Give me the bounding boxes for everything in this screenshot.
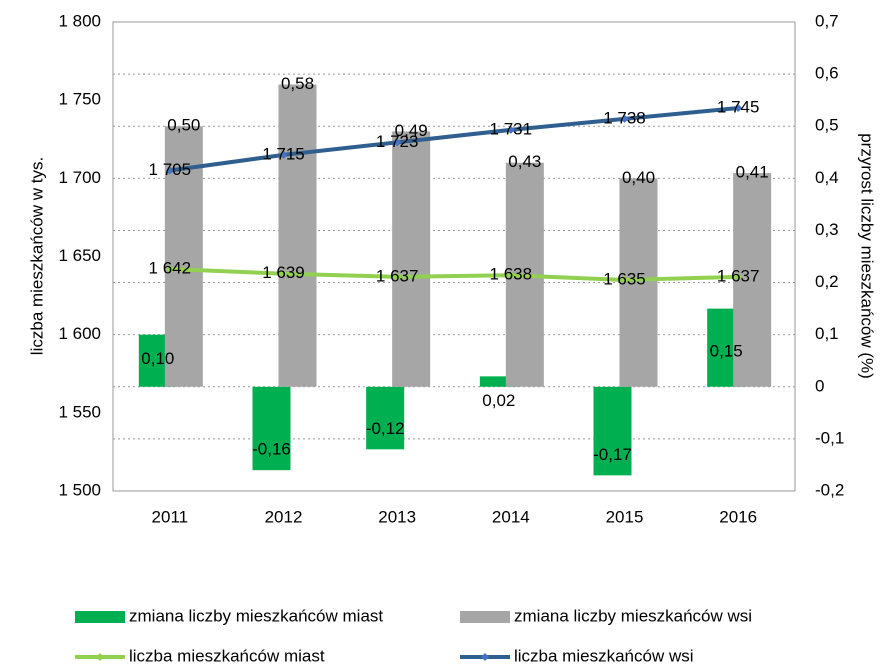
y-tick-label: 1 650 [58,246,101,265]
y2-axis-label: przyrost liczby mieszkańców (%) [858,133,877,379]
y2-tick-label: 0,5 [815,116,839,135]
bar [733,173,772,387]
legend-label: zmiana liczby mieszkańców miast [129,606,383,625]
x-tick-label: 2011 [152,507,189,526]
y2-tick-label: 0 [815,376,824,395]
marker [393,138,402,147]
y2-tick-label: -0,2 [815,480,844,499]
bar [366,386,405,450]
marker [393,272,402,281]
legend-marker [481,653,489,661]
marker [279,150,288,159]
line [169,267,739,282]
data-label: 0,43 [508,152,541,171]
data-label: 1 635 [603,269,646,288]
data-label: -0,12 [366,419,405,438]
x-tick-label: 2013 [378,507,416,526]
data-label: 0,50 [167,116,200,135]
marker [506,271,515,280]
data-label: 0,58 [281,74,314,93]
data-label: 0,41 [736,163,769,182]
bar [252,386,291,471]
data-label: 1 705 [149,160,192,179]
y2-tick-label: 0,1 [815,324,839,343]
data-label: 1 745 [717,97,760,116]
marker [506,125,515,134]
data-label: 1 637 [717,266,760,285]
marker [165,265,174,274]
marker [165,166,174,175]
marker [279,269,288,278]
marker [734,272,743,281]
marker [620,275,629,284]
y-tick-label: 1 550 [58,402,101,421]
line [169,105,739,173]
y-tick-label: 1 800 [58,11,101,30]
bar [278,84,317,387]
bar [479,376,518,387]
data-label: 1 642 [149,258,192,277]
legend-swatch [460,611,510,623]
y2-tick-label: 0,3 [815,220,839,239]
y-tick-label: 1 700 [58,168,101,187]
data-label: 0,02 [482,391,515,410]
data-label: 1 738 [603,108,646,127]
plot-border [112,21,796,492]
data-label: -0,17 [593,445,632,464]
y2-tick-label: -0,1 [815,428,844,447]
data-label: 1 715 [262,144,305,163]
marker [620,114,629,123]
x-tick-label: 2015 [606,507,644,526]
x-tick-label: 2016 [719,507,757,526]
data-label: 1 639 [262,263,305,282]
y-axis-label: liczba mieszkańców w tys. [27,157,46,355]
data-label: 1 723 [376,132,419,151]
data-label: 0,10 [141,349,174,368]
data-label: 0,49 [395,121,428,140]
legend-label: liczba mieszkańców wsi [514,646,694,665]
legend-swatch [75,611,125,623]
y2-tick-label: 0,7 [815,11,839,30]
data-label: 0,15 [710,341,743,360]
bar [593,386,632,476]
bar [392,131,431,387]
x-tick-label: 2012 [265,507,303,526]
legend-label: liczba mieszkańców miast [129,646,325,665]
y-tick-label: 1 600 [58,324,101,343]
data-label: 1 638 [490,265,533,284]
y-tick-label: 1 500 [58,480,101,499]
marker [734,103,743,112]
y2-tick-label: 0,2 [815,272,839,291]
y2-tick-label: 0,6 [815,64,839,83]
legend-marker [96,653,104,661]
data-label: -0,16 [252,440,291,459]
y2-tick-label: 0,4 [815,168,839,187]
x-tick-label: 2014 [492,507,530,526]
data-label: 0,40 [622,168,655,187]
data-label: 1 637 [376,266,419,285]
legend-label: zmiana liczby mieszkańców wsi [514,606,752,625]
y-tick-label: 1 750 [58,90,101,109]
data-label: 1 731 [490,119,533,138]
